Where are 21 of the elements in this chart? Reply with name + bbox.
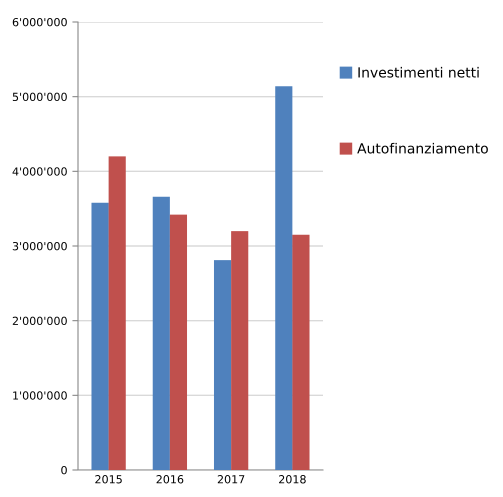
x-tick-label: 2015 xyxy=(95,475,122,484)
y-tick-label: 6'000'000 xyxy=(12,18,67,26)
y-tick-label: 1'000'000 xyxy=(13,391,67,400)
bar xyxy=(170,214,188,470)
y-tick-label: 5'000'000 xyxy=(12,92,67,102)
legend-label: Autofinanziamento xyxy=(357,142,488,154)
bar xyxy=(152,196,170,470)
y-tick-label: 4'000'000 xyxy=(12,167,67,176)
bar xyxy=(292,234,310,470)
legend-label: Investimenti netti xyxy=(358,66,479,78)
x-tick-label: 2016 xyxy=(156,475,184,484)
bar xyxy=(231,231,248,470)
y-tick-label: 3'000'000 xyxy=(12,242,67,250)
y-tick-label: 2'000'000 xyxy=(12,316,67,326)
bar xyxy=(108,156,126,470)
bar xyxy=(214,260,232,470)
bar xyxy=(91,202,109,470)
bar xyxy=(275,86,292,470)
x-tick-label: 2018 xyxy=(279,475,306,484)
x-tick-label: 2017 xyxy=(218,475,244,484)
y-tick-label: 0 xyxy=(61,466,67,474)
